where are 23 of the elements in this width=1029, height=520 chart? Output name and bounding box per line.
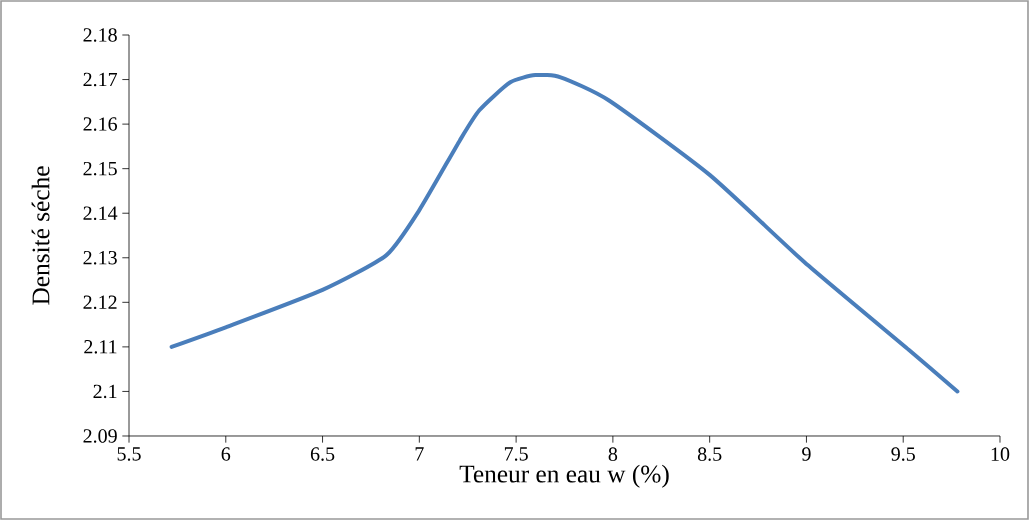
y-tick-label: 2.15 <box>83 161 117 176</box>
y-tick-label: 2.1 <box>93 384 117 399</box>
y-tick-label: 2.12 <box>83 295 117 310</box>
y-tick-label: 2.16 <box>83 117 118 131</box>
y-axis-title: Densité séche <box>31 166 50 305</box>
x-tick-label: 6 <box>221 447 231 461</box>
y-tick-label: 2.17 <box>83 72 118 87</box>
y-tick-label: 2.09 <box>83 429 117 443</box>
y-tick-label: 2.11 <box>84 340 117 354</box>
x-tick-label: 7.5 <box>504 447 528 461</box>
x-tick-label: 5.5 <box>117 447 141 461</box>
x-tick-label: 9 <box>802 447 811 461</box>
x-tick-label: 8 <box>608 447 618 461</box>
x-tick-label: 8.5 <box>697 447 722 461</box>
x-tick-label: 9.5 <box>891 447 915 461</box>
y-tick-label: 2.14 <box>83 206 118 220</box>
x-tick-label: 10 <box>991 447 1010 461</box>
x-tick-label: 6.5 <box>310 447 335 461</box>
x-axis-title: Teneur en eau w (%) <box>459 464 669 488</box>
y-tick-label: 2.13 <box>83 251 117 265</box>
line-series <box>169 72 960 394</box>
x-tick-label: 7 <box>415 447 424 461</box>
y-tick-label: 2.18 <box>83 28 117 42</box>
